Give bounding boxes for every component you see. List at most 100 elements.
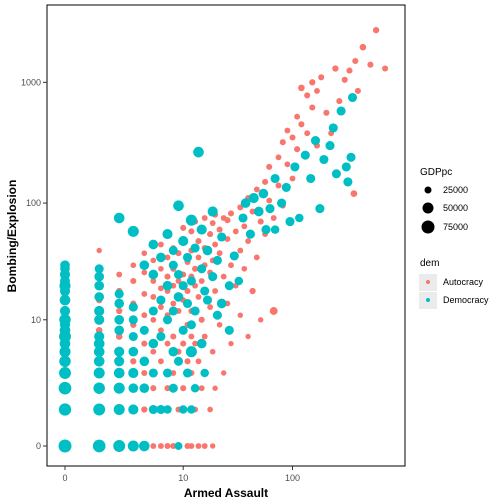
point-autocracy	[262, 178, 269, 185]
color-legend-key-autocracy	[426, 280, 430, 284]
point-autocracy	[188, 443, 195, 449]
point-autocracy	[245, 238, 252, 245]
point-autocracy	[232, 228, 239, 235]
point-democracy	[325, 141, 335, 151]
point-autocracy	[245, 333, 251, 340]
point-democracy	[162, 315, 173, 325]
point-democracy	[258, 188, 269, 199]
point-autocracy	[294, 146, 301, 153]
point-democracy	[182, 252, 193, 262]
point-democracy	[148, 404, 158, 415]
point-democracy	[60, 260, 70, 271]
point-democracy	[128, 346, 139, 357]
point-democracy	[148, 269, 159, 280]
size-legend-label-3: 75000	[443, 222, 468, 232]
point-autocracy	[227, 210, 235, 217]
point-democracy	[187, 405, 196, 414]
point-democracy	[173, 292, 184, 302]
point-autocracy	[212, 385, 218, 391]
point-autocracy	[150, 278, 157, 284]
point-autocracy	[270, 215, 277, 221]
point-autocracy	[241, 223, 248, 230]
point-democracy	[156, 295, 166, 305]
point-democracy	[217, 232, 227, 242]
point-autocracy	[141, 369, 148, 377]
point-democracy	[114, 314, 125, 325]
point-autocracy	[116, 307, 123, 315]
point-democracy	[186, 276, 196, 286]
point-democracy	[148, 239, 159, 250]
point-democracy	[185, 214, 197, 226]
point-autocracy	[157, 285, 164, 292]
point-autocracy	[192, 265, 199, 272]
point-autocracy	[220, 273, 227, 280]
point-autocracy	[354, 87, 361, 94]
point-democracy	[93, 355, 105, 367]
point-autocracy	[198, 316, 205, 323]
point-autocracy	[209, 348, 216, 355]
point-democracy	[234, 276, 244, 286]
point-democracy	[265, 204, 275, 214]
point-democracy	[212, 255, 222, 265]
point-democracy	[224, 281, 234, 291]
point-democracy	[128, 331, 138, 342]
point-autocracy	[170, 300, 177, 307]
point-autocracy	[141, 250, 148, 257]
point-democracy	[270, 225, 280, 234]
point-autocracy	[141, 312, 148, 319]
color-legend: dem Autocracy Democracy	[419, 258, 489, 309]
point-autocracy	[207, 406, 213, 413]
points-layer	[58, 26, 389, 453]
color-legend-label-democracy: Democracy	[443, 295, 489, 305]
point-autocracy	[157, 443, 164, 449]
point-democracy	[148, 338, 159, 349]
point-democracy	[343, 177, 353, 187]
point-democracy	[156, 331, 166, 342]
point-autocracy	[221, 370, 227, 376]
point-democracy	[59, 355, 71, 368]
point-democracy	[277, 198, 287, 208]
point-autocracy	[332, 65, 339, 72]
point-democracy	[162, 280, 173, 291]
point-democracy	[113, 403, 125, 416]
point-democracy	[93, 403, 106, 416]
point-democracy	[200, 286, 210, 296]
point-autocracy	[150, 293, 157, 300]
point-autocracy	[318, 74, 325, 81]
point-democracy	[139, 356, 150, 367]
point-democracy	[113, 212, 125, 224]
point-democracy	[200, 368, 209, 378]
point-democracy	[128, 367, 139, 379]
size-legend-title: GDPpc	[420, 167, 452, 178]
point-democracy	[93, 346, 105, 358]
point-autocracy	[175, 278, 182, 284]
point-democracy	[208, 272, 218, 282]
point-democracy	[93, 382, 105, 394]
point-autocracy	[249, 287, 256, 295]
point-autocracy	[130, 262, 137, 269]
point-democracy	[162, 229, 173, 240]
point-autocracy	[195, 358, 202, 365]
point-democracy	[94, 271, 105, 282]
point-autocracy	[257, 218, 264, 225]
point-democracy	[347, 92, 358, 103]
point-democracy	[127, 440, 139, 452]
point-democracy	[128, 383, 139, 394]
point-democracy	[114, 356, 125, 367]
point-democracy	[185, 346, 197, 358]
point-democracy	[207, 206, 218, 217]
point-autocracy	[150, 257, 157, 264]
y-axis-title: Bombing/Explosion	[5, 180, 19, 293]
point-autocracy	[201, 215, 208, 221]
point-autocracy	[157, 304, 164, 311]
point-democracy	[173, 356, 184, 366]
point-democracy	[168, 260, 178, 270]
point-autocracy	[195, 293, 202, 300]
point-democracy	[128, 302, 138, 312]
point-democracy	[94, 292, 105, 302]
point-autocracy	[258, 317, 264, 323]
point-democracy	[196, 224, 207, 235]
point-autocracy	[216, 321, 223, 328]
point-autocracy	[352, 57, 359, 65]
point-democracy	[190, 306, 200, 316]
